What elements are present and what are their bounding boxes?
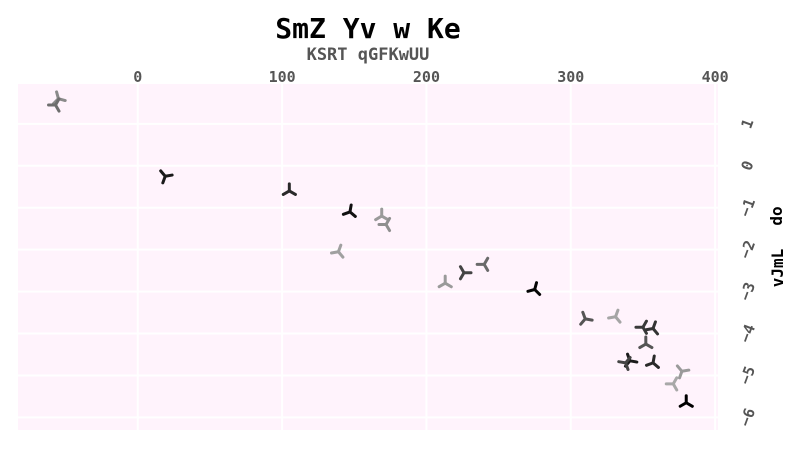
chart-subtitle: KSRT qGFKwUU — [307, 45, 430, 65]
y-tick-label: −4 — [736, 322, 759, 345]
data-point — [281, 182, 297, 196]
x-axis-ticks: 0 100 200 300 400 — [133, 68, 728, 86]
y-tick-label: −2 — [736, 238, 759, 261]
y-tick-label: 1 — [738, 116, 758, 131]
data-point — [526, 281, 542, 296]
data-point — [579, 310, 594, 326]
data-point — [458, 265, 473, 281]
data-point — [644, 320, 660, 336]
data-point — [47, 97, 61, 113]
data-points — [47, 90, 694, 408]
x-tick-label: 0 — [133, 68, 142, 86]
data-point — [678, 394, 694, 408]
y-axis-ticks: 1 0 −1 −2 −3 −4 −5 −6 — [736, 116, 759, 428]
y-axis-label-line-1: vJmL — [768, 249, 787, 288]
y-tick-label: −1 — [736, 196, 759, 219]
x-tick-label: 400 — [702, 68, 729, 86]
data-point — [675, 364, 691, 380]
plot-area — [18, 84, 718, 430]
x-tick-label: 300 — [557, 68, 584, 86]
x-tick-label: 100 — [269, 68, 296, 86]
data-point — [475, 256, 490, 272]
y-tick-label: −6 — [736, 406, 759, 429]
data-point — [329, 243, 345, 259]
data-point — [159, 169, 174, 185]
data-point — [374, 207, 390, 222]
data-point — [341, 203, 357, 218]
data-point — [644, 354, 660, 369]
y-tick-label: −5 — [736, 364, 759, 387]
y-axis-label-line-2: do — [767, 206, 786, 225]
y-axis-label: vJmL do — [767, 206, 787, 287]
data-point — [437, 274, 453, 289]
y-tick-label: 0 — [738, 158, 758, 173]
y-tick-label: −3 — [736, 280, 759, 303]
data-point — [638, 335, 654, 350]
grid-lines — [18, 84, 718, 430]
data-point — [607, 308, 622, 324]
data-point — [634, 319, 648, 335]
chart-title: SmZ Yv w Ke — [275, 12, 460, 45]
data-point — [664, 376, 679, 392]
data-point — [377, 216, 392, 233]
x-tick-label: 200 — [413, 68, 440, 86]
data-point — [617, 355, 632, 372]
